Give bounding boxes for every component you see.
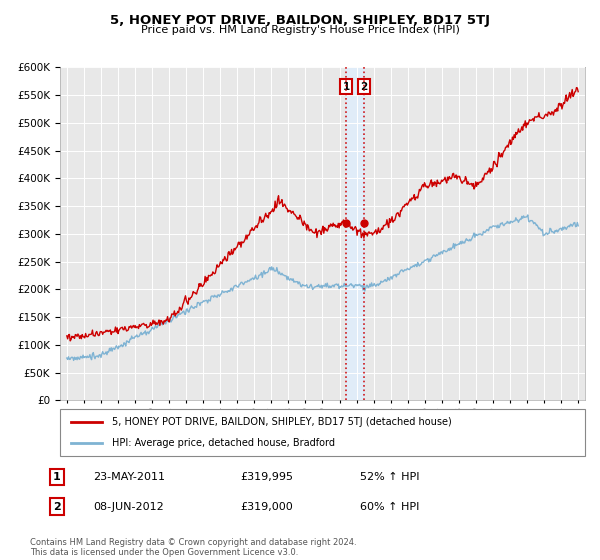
Text: HPI: Average price, detached house, Bradford: HPI: Average price, detached house, Brad… — [113, 438, 335, 448]
Text: 2: 2 — [361, 82, 368, 92]
Text: £319,000: £319,000 — [240, 502, 293, 512]
Text: 08-JUN-2012: 08-JUN-2012 — [93, 502, 164, 512]
Text: 5, HONEY POT DRIVE, BAILDON, SHIPLEY, BD17 5TJ: 5, HONEY POT DRIVE, BAILDON, SHIPLEY, BD… — [110, 14, 490, 27]
Text: 2: 2 — [53, 502, 61, 512]
Text: Contains HM Land Registry data © Crown copyright and database right 2024.
This d: Contains HM Land Registry data © Crown c… — [30, 538, 356, 557]
Text: 60% ↑ HPI: 60% ↑ HPI — [360, 502, 419, 512]
Text: 23-MAY-2011: 23-MAY-2011 — [93, 472, 165, 482]
Text: 1: 1 — [53, 472, 61, 482]
Text: Price paid vs. HM Land Registry's House Price Index (HPI): Price paid vs. HM Land Registry's House … — [140, 25, 460, 35]
Text: 52% ↑ HPI: 52% ↑ HPI — [360, 472, 419, 482]
FancyBboxPatch shape — [60, 409, 585, 456]
Bar — [346, 67, 364, 400]
Text: £319,995: £319,995 — [240, 472, 293, 482]
Text: 5, HONEY POT DRIVE, BAILDON, SHIPLEY, BD17 5TJ (detached house): 5, HONEY POT DRIVE, BAILDON, SHIPLEY, BD… — [113, 417, 452, 427]
Text: 1: 1 — [343, 82, 350, 92]
